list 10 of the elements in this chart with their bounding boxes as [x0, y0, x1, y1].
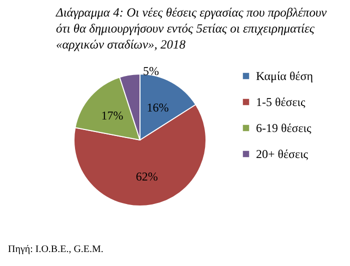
legend-label: 20+ θέσεις: [256, 147, 308, 161]
chart-title: Διάγραμμα 4: Οι νέες θέσεις εργασίας που προβλέπουν ότι θα δημιουργήσουν εντός 5ετίας οι επιχειρηματίες «αρχικών σταδίων», 2018: [55, 5, 328, 52]
data-label: 5%: [142, 64, 159, 78]
data-label: 62%: [136, 169, 158, 184]
legend-label: Καμία θέση: [256, 69, 313, 83]
legend-label: 6-19 θέσεις: [256, 121, 312, 135]
legend-label: 1-5 θέσεις: [256, 95, 306, 109]
data-label: 16%: [146, 100, 169, 115]
text: Πηγή: Ι.Ο.Β.Ε., G.E.M.: [8, 244, 104, 255]
data-label: 17%: [101, 108, 124, 123]
